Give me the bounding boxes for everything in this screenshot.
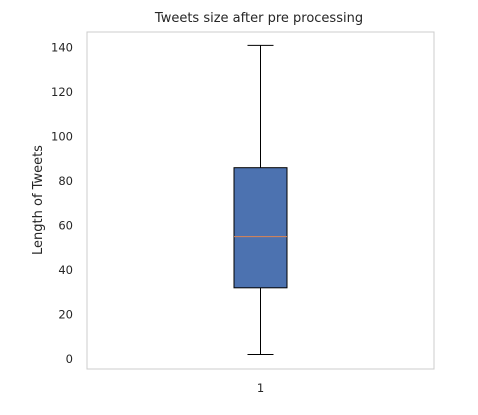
y-axis-label: Length of Tweets — [31, 145, 46, 255]
interquartile-box — [233, 167, 288, 289]
y-tick-label: 120 — [51, 85, 73, 99]
x-tick-label: 1 — [257, 381, 264, 395]
chart-title: Tweets size after pre processing — [154, 11, 363, 26]
box-series — [233, 44, 288, 356]
y-tick-label: 100 — [51, 130, 73, 144]
y-tick-label: 0 — [66, 352, 73, 366]
y-tick-label: 20 — [58, 308, 73, 322]
y-tick-label: 40 — [58, 263, 73, 277]
y-tick-labels: 0 20 40 60 80 100 120 140 — [51, 41, 73, 366]
plot-frame — [86, 31, 435, 370]
y-tick-label: 60 — [58, 219, 73, 233]
y-tick-label: 80 — [58, 174, 73, 188]
x-tick-labels: 1 — [257, 381, 264, 395]
y-tick-label: 140 — [51, 41, 73, 55]
